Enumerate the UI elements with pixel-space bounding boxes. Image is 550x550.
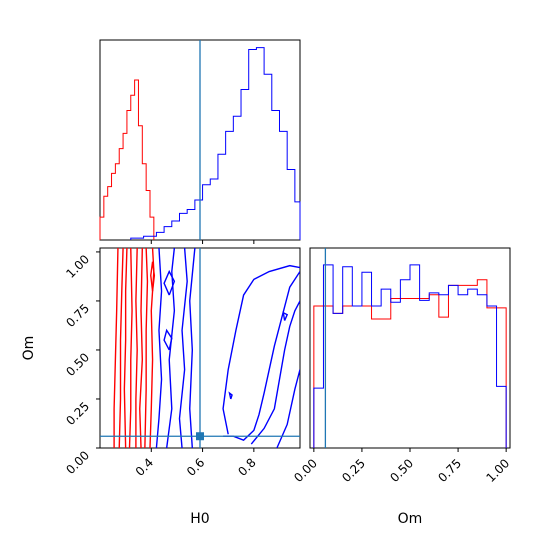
contour-blue-5 — [163, 328, 173, 351]
contour-blue-11 — [282, 311, 289, 321]
axis-label-om-x: Om — [398, 511, 423, 527]
panel-joint-contours — [99, 247, 301, 449]
tick-label-om-x-2: 0.50 — [387, 456, 416, 485]
contour-blue-0 — [155, 248, 163, 448]
h0-histogram-blue — [130, 47, 301, 240]
contour-red-0 — [113, 248, 119, 448]
joint-contour-sets — [100, 248, 300, 448]
contour-blue-7 — [223, 271, 300, 441]
contour-red-2 — [123, 248, 128, 448]
truth-marker — [196, 432, 204, 441]
contour-red-8 — [150, 261, 156, 292]
contour-blue-1 — [165, 248, 176, 448]
tick-label-om-y-2: 0.50 — [63, 350, 92, 379]
tick-label-om-x-0: 0.00 — [291, 456, 320, 485]
tick-label-om-x-4: 1.00 — [483, 456, 512, 485]
contour-blue-10 — [228, 391, 233, 400]
om-histogram-blue — [313, 264, 507, 448]
contour-blue-8 — [250, 300, 300, 445]
tick-label-h0-1: 0.6 — [184, 455, 207, 478]
tick-label-h0-0: 0.4 — [133, 455, 156, 478]
contour-red-1 — [118, 248, 124, 448]
om-marginal-histograms — [313, 248, 507, 448]
contour-red-5 — [139, 248, 144, 448]
contour-red-4 — [135, 248, 138, 448]
tick-label-om-y-3: 0.75 — [63, 301, 92, 330]
tick-label-om-x-3: 0.75 — [435, 456, 464, 485]
panel-om-marginal — [309, 247, 511, 449]
panel-h0-marginal — [99, 39, 301, 241]
contour-red-6 — [144, 248, 149, 448]
axis-label-h0: H0 — [190, 511, 209, 527]
contour-blue-6 — [222, 264, 300, 435]
tick-label-h0-2: 0.8 — [235, 455, 258, 478]
h0-histogram-red — [99, 79, 155, 240]
h0-marginal-histograms — [99, 40, 301, 240]
contour-blue-4 — [163, 269, 176, 296]
contour-red-3 — [128, 248, 133, 448]
tick-label-om-x-1: 0.25 — [339, 456, 368, 485]
tick-label-om-y-0: 0.00 — [63, 448, 92, 477]
contour-blue-3 — [189, 248, 196, 448]
axis-label-om-y: Om — [21, 336, 37, 361]
tick-label-om-y-4: 1.00 — [63, 252, 92, 281]
contour-blue-2 — [178, 248, 188, 448]
tick-label-om-y-1: 0.25 — [63, 399, 92, 428]
